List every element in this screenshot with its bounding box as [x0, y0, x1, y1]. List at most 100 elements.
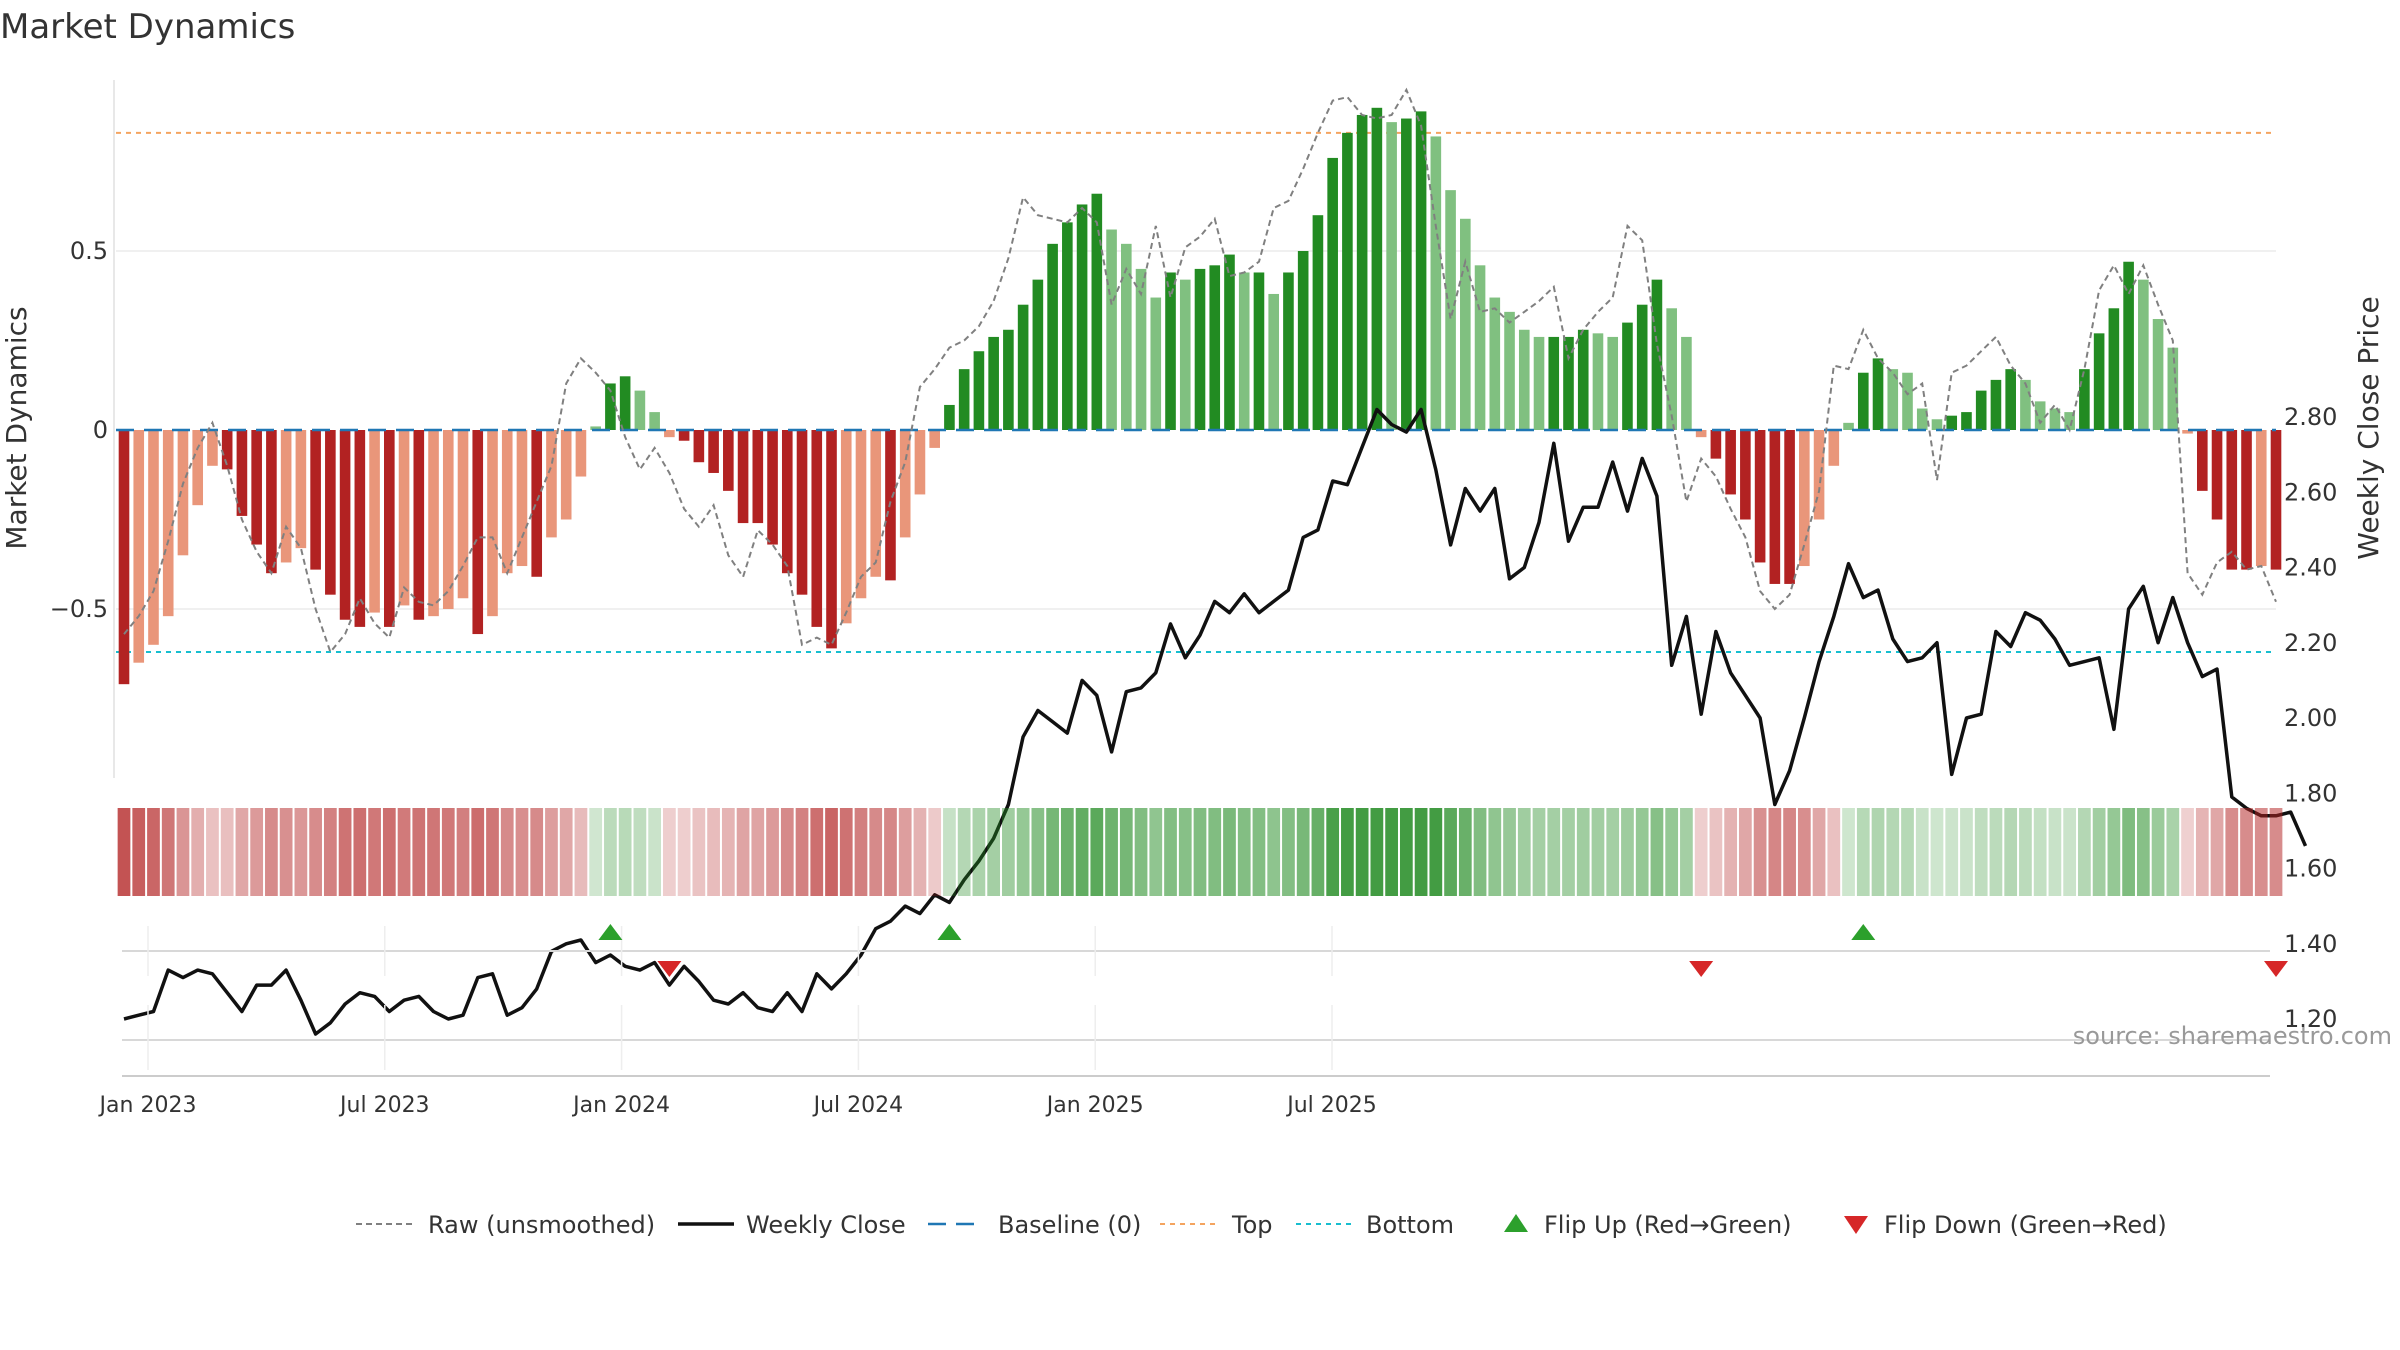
regime-cell	[294, 808, 308, 896]
legend-flip-up-swatch	[1504, 1214, 1528, 1232]
series-lines	[116, 87, 2308, 1036]
regime-cell	[2166, 808, 2180, 896]
flip-down-marker	[657, 961, 682, 977]
raw-line	[123, 87, 2277, 655]
legend-label: Weekly Close	[746, 1211, 906, 1239]
dynamics-bar	[2211, 430, 2223, 520]
regime-cell	[2225, 808, 2239, 896]
regime-cell	[943, 808, 956, 896]
regime-cell	[1517, 808, 1531, 896]
regime-cell	[515, 808, 529, 896]
dynamics-bar	[678, 430, 690, 441]
regime-cell	[589, 808, 603, 896]
dynamics-bar	[118, 430, 130, 685]
dynamics-bar	[2108, 308, 2120, 430]
regime-cell	[1075, 808, 1089, 896]
dynamics-bar	[855, 430, 867, 599]
dynamics-bar	[1828, 430, 1840, 466]
left-axis-label: Market Dynamics	[0, 306, 33, 549]
x-tick-label: Jul 2024	[812, 1093, 904, 1118]
regime-cell	[1562, 808, 1575, 896]
regime-cell	[161, 808, 175, 896]
regime-cell	[957, 808, 971, 896]
regime-cell	[1503, 808, 1516, 896]
regime-cell	[913, 808, 927, 896]
dynamics-bar	[1489, 297, 1501, 430]
regime-cell	[633, 808, 647, 896]
dynamics-bar	[1253, 272, 1265, 430]
dynamics-bar	[1091, 193, 1103, 430]
regime-cell	[1237, 808, 1251, 896]
dynamics-bar	[2020, 379, 2031, 430]
regime-cell	[736, 808, 750, 896]
regime-cell	[353, 808, 367, 896]
right-axis-label: Weekly Close Price	[2352, 296, 2385, 559]
dynamics-bar	[1312, 215, 1324, 430]
dynamics-bar	[251, 430, 262, 545]
dynamics-bar	[1327, 157, 1338, 431]
flip-up-marker	[598, 924, 623, 940]
dynamics-bar	[1194, 268, 1206, 430]
regime-cell	[1989, 808, 2003, 896]
regime-cell	[1090, 808, 1104, 896]
dynamics-bar	[236, 430, 248, 516]
left-tick-label: 0.5	[70, 237, 108, 265]
dynamics-bar	[590, 426, 601, 430]
dynamics-bars	[118, 107, 2282, 685]
dynamics-bar	[413, 430, 425, 620]
x-tick-label: Jul 2023	[338, 1093, 430, 1118]
regime-cell	[397, 808, 411, 896]
regime-cell	[1473, 808, 1487, 896]
dynamics-bar	[870, 430, 882, 577]
dynamics-bar	[2241, 430, 2252, 570]
dynamics-bar	[148, 430, 159, 645]
regime-cell	[1282, 808, 1295, 896]
dynamics-bar	[1931, 419, 1943, 430]
dynamics-bar	[192, 430, 204, 506]
dynamics-bar	[1150, 297, 1162, 430]
regime-cell	[2063, 808, 2077, 896]
dynamics-bar	[280, 430, 292, 563]
dynamics-bar	[1784, 430, 1795, 584]
dynamics-bar	[1710, 430, 1722, 459]
right-tick-label: 2.40	[2284, 554, 2337, 582]
regime-cell	[884, 808, 897, 896]
legend: Raw (unsmoothed) Weekly Close Baseline (0)…	[356, 1211, 2167, 1239]
legend-label: Bottom	[1366, 1211, 1454, 1239]
dynamics-bar	[1460, 218, 1471, 430]
regime-cell	[1532, 808, 1546, 896]
regime-cell	[191, 808, 205, 896]
legend-label: Flip Up (Red→Green)	[1544, 1211, 1792, 1239]
regime-cell	[559, 808, 573, 896]
regime-cell	[1252, 808, 1266, 896]
dynamics-bar	[1135, 268, 1147, 430]
regime-cell	[1341, 808, 1354, 896]
right-tick-label: 2.80	[2284, 403, 2337, 431]
regime-cell	[1724, 808, 1737, 896]
regime-cell	[1842, 808, 1855, 896]
weekly-close-line	[123, 407, 2308, 1036]
dynamics-bar	[339, 430, 351, 620]
regime-cell	[1031, 808, 1045, 896]
dynamics-bar	[649, 412, 660, 430]
regime-cell	[2181, 808, 2194, 896]
dynamics-bar	[1975, 390, 1987, 430]
dynamics-bar	[1887, 369, 1899, 430]
regime-cell	[1974, 808, 1988, 896]
regime-cell	[412, 808, 426, 896]
regime-cell	[1370, 808, 1384, 896]
regime-cell	[604, 808, 617, 896]
regime-cell	[1134, 808, 1148, 896]
regime-cell	[2004, 808, 2018, 896]
regime-cell	[1945, 808, 1959, 896]
dynamics-bar	[737, 430, 749, 524]
legend-label: Top	[1231, 1211, 1273, 1239]
regime-cell	[1105, 808, 1118, 896]
right-tick-label: 1.20	[2284, 1005, 2337, 1033]
dynamics-bar	[1106, 229, 1117, 430]
regime-cell	[1399, 808, 1413, 896]
dynamics-bar	[384, 430, 395, 627]
dynamics-bar	[2182, 430, 2193, 434]
dynamics-bar	[1209, 265, 1221, 430]
regime-cell	[1223, 808, 1236, 896]
